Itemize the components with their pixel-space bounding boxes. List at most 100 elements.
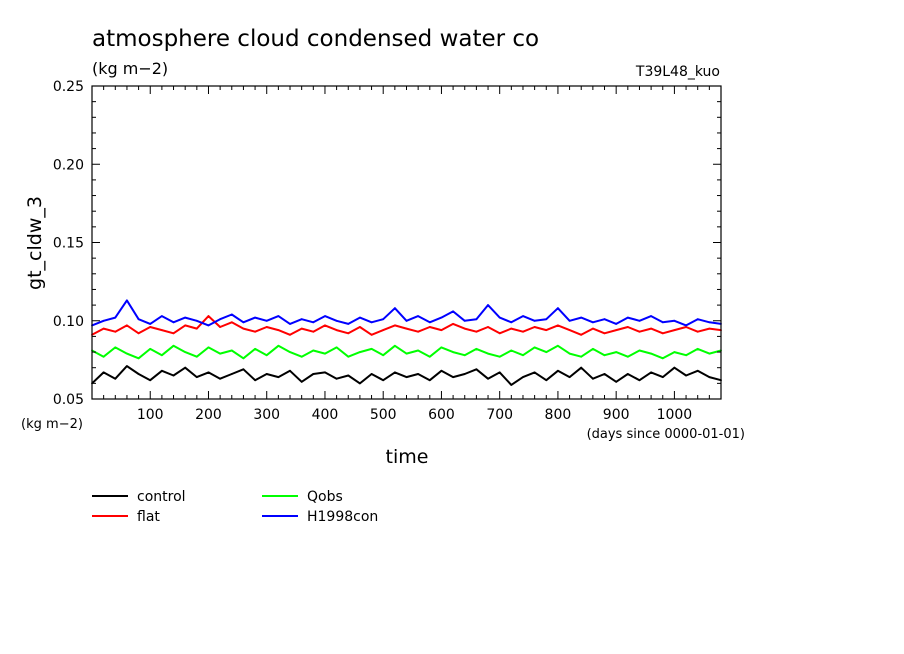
data-point-control	[545, 379, 548, 382]
data-point-H1998con	[545, 318, 548, 321]
x-tick-label: 600	[428, 407, 455, 423]
x-tick-label: 500	[370, 407, 397, 423]
data-point-Qobs	[265, 354, 268, 357]
data-point-flat	[277, 329, 280, 331]
data-point-Qobs	[580, 355, 583, 358]
data-point-H1998con	[557, 307, 559, 310]
data-point-flat	[347, 332, 350, 335]
data-point-H1998con	[382, 318, 385, 321]
data-point-Qobs	[475, 348, 478, 350]
data-point-flat	[382, 329, 385, 331]
data-point-H1998con	[452, 310, 454, 313]
data-point-H1998con	[673, 319, 676, 322]
data-point-control	[533, 371, 536, 374]
data-point-flat	[603, 332, 606, 335]
data-point-Qobs	[673, 351, 676, 353]
data-point-control	[324, 371, 326, 374]
data-point-control	[475, 368, 478, 371]
data-point-Qobs	[568, 352, 571, 355]
data-point-Qobs	[219, 352, 222, 355]
legend-label-Qobs: Qobs	[307, 489, 343, 505]
legend-label-H1998con: H1998con	[307, 509, 378, 525]
chart-title: atmosphere cloud condensed water co	[92, 26, 539, 52]
data-point-Qobs	[370, 348, 373, 350]
data-point-Qobs	[417, 349, 419, 352]
data-point-flat	[615, 329, 618, 331]
data-point-Qobs	[149, 348, 152, 350]
data-point-Qobs	[498, 355, 501, 358]
data-point-control	[335, 377, 338, 380]
x-tick-label: 1000	[657, 407, 693, 423]
data-point-H1998con	[219, 318, 222, 321]
data-point-control	[230, 373, 233, 375]
data-point-flat	[661, 332, 664, 335]
data-point-Qobs	[405, 352, 408, 355]
data-point-H1998con	[498, 316, 501, 319]
data-point-Qobs	[603, 354, 606, 357]
data-point-flat	[126, 324, 128, 327]
data-point-H1998con	[475, 318, 478, 321]
data-point-H1998con	[661, 321, 664, 324]
data-point-flat	[487, 326, 489, 328]
data-point-H1998con	[428, 321, 431, 324]
data-point-Qobs	[510, 349, 513, 352]
data-point-H1998con	[207, 324, 210, 327]
data-point-Qobs	[463, 354, 466, 357]
data-point-H1998con	[359, 316, 361, 319]
data-point-Qobs	[661, 357, 664, 360]
data-point-control	[638, 379, 641, 382]
data-point-H1998con	[347, 323, 350, 325]
chart-units: (kg m−2)	[92, 59, 168, 78]
data-point-H1998con	[161, 315, 163, 317]
data-point-H1998con	[265, 319, 268, 322]
data-point-H1998con	[580, 316, 583, 319]
data-point-control	[580, 366, 583, 369]
data-point-flat	[510, 327, 513, 330]
legend: control flat Qobs H1998con	[92, 489, 378, 525]
data-point-H1998con	[626, 316, 629, 319]
data-point-H1998con	[696, 318, 699, 321]
data-point-H1998con	[149, 323, 152, 325]
data-point-H1998con	[463, 319, 466, 322]
legend-label-flat: flat	[137, 509, 160, 525]
x-unit-label: (days since 0000-01-01)	[587, 427, 745, 442]
data-point-flat	[114, 330, 117, 333]
data-point-control	[592, 377, 594, 380]
y-unit-label: (kg m−2)	[21, 417, 83, 432]
data-point-H1998con	[522, 315, 524, 317]
data-point-control	[708, 376, 711, 378]
data-point-control	[254, 379, 256, 382]
data-point-flat	[638, 330, 641, 333]
data-point-control	[102, 371, 105, 374]
data-point-H1998con	[568, 319, 571, 322]
data-point-flat	[289, 333, 291, 336]
data-point-flat	[300, 327, 303, 330]
data-point-control	[149, 379, 152, 382]
data-point-Qobs	[638, 349, 641, 352]
data-point-control	[417, 373, 419, 375]
data-point-H1998con	[242, 321, 245, 324]
data-point-control	[137, 373, 140, 375]
y-tick-label: 0.10	[53, 314, 84, 330]
data-point-flat	[219, 326, 222, 328]
x-axis-title: time	[386, 446, 429, 468]
data-point-Qobs	[394, 344, 396, 347]
data-point-control	[289, 369, 291, 372]
x-tick-label: 300	[253, 407, 280, 423]
data-point-Qobs	[650, 352, 652, 355]
data-point-H1998con	[230, 313, 233, 316]
data-point-flat	[394, 324, 396, 327]
data-point-control	[382, 379, 385, 382]
data-point-Qobs	[487, 352, 489, 355]
data-point-Qobs	[440, 346, 443, 349]
data-point-flat	[557, 324, 559, 327]
data-point-control	[161, 369, 163, 372]
y-tick-label: 0.20	[53, 157, 84, 173]
data-point-flat	[254, 330, 256, 333]
data-point-Qobs	[324, 352, 326, 355]
data-point-H1998con	[289, 323, 291, 325]
data-point-H1998con	[487, 304, 489, 306]
data-point-control	[312, 373, 315, 375]
y-tick-label: 0.15	[53, 236, 84, 252]
